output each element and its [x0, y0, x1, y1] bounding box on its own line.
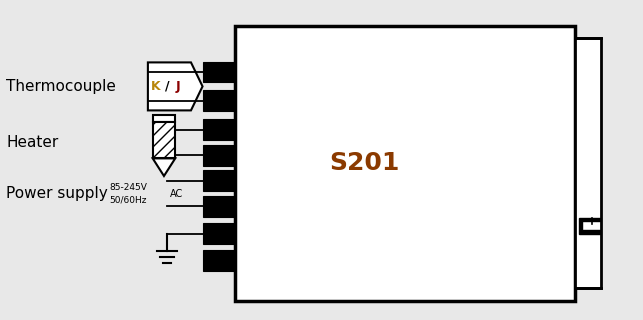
Bar [203, 119, 235, 140]
Bar [575, 38, 601, 288]
Text: AC: AC [170, 188, 184, 199]
Polygon shape [579, 218, 600, 234]
Bar [153, 115, 175, 122]
Bar [235, 26, 575, 301]
Text: J: J [176, 80, 180, 93]
Bar [153, 122, 175, 158]
Bar [203, 61, 235, 83]
Polygon shape [148, 62, 203, 110]
Bar [203, 223, 235, 244]
Bar [203, 196, 235, 217]
Text: Power supply: Power supply [6, 186, 108, 201]
Text: /: / [165, 80, 170, 93]
Text: Thermocouple: Thermocouple [6, 79, 116, 94]
Text: S201: S201 [329, 151, 399, 175]
Text: K: K [151, 80, 161, 93]
Bar [203, 91, 235, 111]
Bar [203, 250, 235, 271]
Text: 85-245V
50/60Hz: 85-245V 50/60Hz [109, 183, 147, 204]
Text: Heater: Heater [6, 135, 59, 150]
Bar [203, 145, 235, 166]
Polygon shape [153, 158, 175, 176]
Bar [203, 171, 235, 191]
